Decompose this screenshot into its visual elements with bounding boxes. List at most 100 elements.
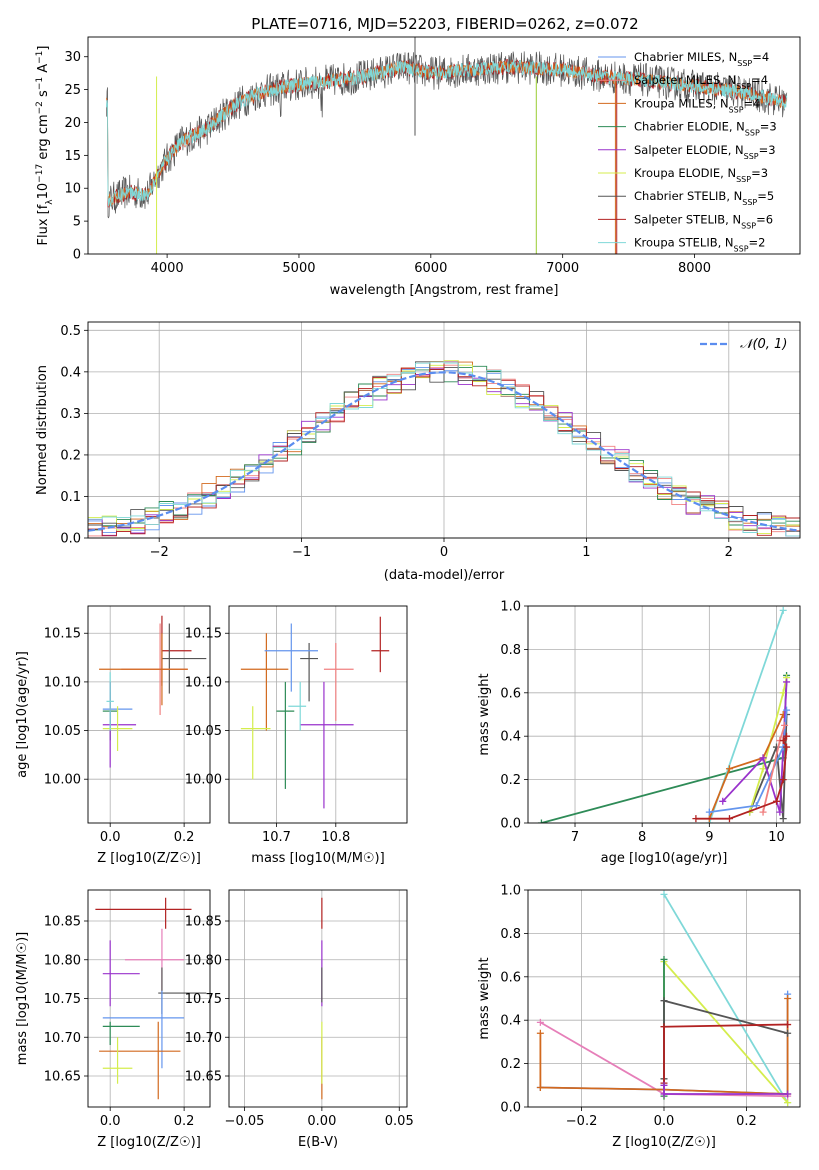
legend-model: Salpeter ELODIE, N	[634, 143, 744, 157]
y-tick-label: 25	[64, 83, 81, 98]
legend-label: Kroupa MILES, NSSP=4	[634, 96, 760, 114]
legend-sub: SSP	[736, 82, 751, 91]
y-tick-label: 0.3	[60, 407, 81, 422]
series-marker	[784, 1029, 792, 1037]
errorbar-point	[124, 928, 185, 991]
y-tick-label: 10.85	[44, 915, 81, 930]
series-marker	[779, 606, 787, 614]
x-tick-label: 9	[705, 830, 713, 845]
legend-model: Chabrier ELODIE, N	[634, 120, 745, 134]
y-tick-label: 10.80	[44, 953, 81, 968]
x-tick-label: −0.2	[566, 1114, 598, 1129]
series-marker	[772, 797, 780, 805]
legend-model: Kroupa ELODIE, N	[634, 166, 736, 180]
y-tick-label: 10.85	[185, 915, 222, 930]
y-tick-label: 1.0	[500, 884, 521, 899]
series-marker	[779, 737, 787, 745]
y-axis-label-part: −1	[35, 51, 45, 64]
legend-n: =6	[756, 212, 773, 226]
x-tick-label: 0.00	[307, 1114, 336, 1129]
errorbar-point	[300, 642, 318, 702]
errorbar-point	[99, 633, 188, 706]
x-axis-label: Z [log10(Z/Z☉)]	[612, 1135, 716, 1150]
y-axis-label-part: s	[36, 90, 51, 101]
y-tick-label: 0.4	[500, 1014, 521, 1029]
panels: 4000 5000 6000 7000 8000051015202530waveleng…	[15, 36, 801, 1150]
y-tick-label: 0.0	[500, 1101, 521, 1116]
x-tick-label: 0.2	[736, 1114, 757, 1129]
series-marker	[783, 706, 791, 714]
legend-model: Salpeter MILES, N	[634, 73, 736, 87]
y-tick-label: 10.15	[44, 627, 81, 642]
axes-frame	[527, 889, 801, 1108]
y-tick-label: 0.5	[60, 324, 81, 339]
y-axis-label-part: A	[36, 64, 51, 77]
legend-label: Salpeter STELIB, NSSP=6	[634, 212, 773, 230]
errorbar-point	[102, 681, 137, 768]
errorbar-point	[102, 940, 140, 1007]
series-marker	[705, 808, 713, 816]
y-tick-label: 10.65	[185, 1070, 222, 1085]
y-tick-label: 0.2	[500, 1057, 521, 1072]
plot-area-residual-histogram	[88, 360, 800, 537]
y-tick-label: 0.6	[500, 686, 521, 701]
y-axis-label-part: Flux [f	[36, 204, 51, 245]
y-axis-label: Flux [fλ10−17 erg cm−2 s−1 A−1]	[35, 46, 55, 246]
legend-n: =5	[757, 189, 774, 203]
series-marker	[759, 808, 767, 816]
y-tick-label: 0.8	[500, 927, 521, 942]
y-tick-label: 10.65	[44, 1070, 81, 1085]
series-marker	[779, 815, 787, 823]
x-tick-label: 6000	[414, 261, 447, 276]
legend-model: Chabrier MILES, N	[634, 50, 737, 64]
series-marker	[784, 995, 792, 1002]
x-tick-label: 2	[725, 545, 733, 560]
series-marker	[725, 815, 733, 823]
legend-n: =4	[744, 96, 761, 110]
plot-area-mass-vs-metallicity	[95, 897, 207, 1100]
legend-label: Kroupa ELODIE, NSSP=3	[634, 166, 768, 184]
legend-model: Kroupa MILES, N	[634, 96, 729, 110]
errorbar-point	[99, 1021, 181, 1100]
errorbar-point	[323, 642, 354, 721]
series-marker	[536, 1029, 544, 1037]
y-axis-label: mass weight	[477, 673, 492, 755]
histogram-step	[88, 362, 800, 537]
axes-frame	[228, 889, 408, 1108]
series-marker	[660, 997, 668, 1005]
legend-n: =2	[749, 236, 766, 250]
x-tick-label: 8000	[678, 261, 711, 276]
errorbar-point	[276, 681, 295, 789]
series-line	[708, 714, 785, 820]
legend-label: 𝒩(0, 1)	[740, 337, 787, 352]
y-tick-label: 0	[73, 248, 81, 263]
normal-curve	[88, 371, 800, 532]
y-tick-label: 1.0	[500, 600, 521, 615]
legend-model: Chabrier STELIB, N	[634, 189, 742, 203]
legend-label: Chabrier MILES, NSSP=4	[634, 50, 769, 68]
errorbar-point	[102, 1021, 140, 1045]
series-marker	[784, 1090, 792, 1098]
y-axis-label: mass weight	[477, 957, 492, 1039]
series-marker	[783, 743, 791, 751]
x-tick-label: 1	[582, 545, 590, 560]
legend-sub: SSP	[744, 151, 759, 160]
legend-label: Chabrier ELODIE, NSSP=3	[634, 120, 777, 138]
panel-residual-histogram: −2 −1 0 1 2 0.0 0.1 0.2 0.3 0.4 0.5 𝒩(0, 1) (data-mo…	[35, 321, 801, 583]
errorbar-point	[371, 616, 390, 673]
panel-age-vs-mass: 10.7 10.8 10.00 10.05 10.10 10.15 mass [log10(…	[185, 605, 408, 866]
plot-area-age-vs-metallicity	[99, 615, 207, 768]
y-tick-label: 10.00	[44, 773, 81, 788]
series-marker	[725, 765, 733, 773]
errorbar-point	[102, 990, 185, 1069]
series-marker	[783, 732, 791, 740]
y-tick-label: 20	[64, 116, 81, 131]
x-tick-label: 7000	[546, 261, 579, 276]
series-marker	[536, 1018, 544, 1026]
series-marker	[759, 765, 767, 773]
series-marker	[536, 1083, 544, 1091]
spectrum-line	[106, 59, 788, 207]
series-marker	[719, 797, 727, 805]
y-tick-label: 0.2	[500, 773, 521, 788]
